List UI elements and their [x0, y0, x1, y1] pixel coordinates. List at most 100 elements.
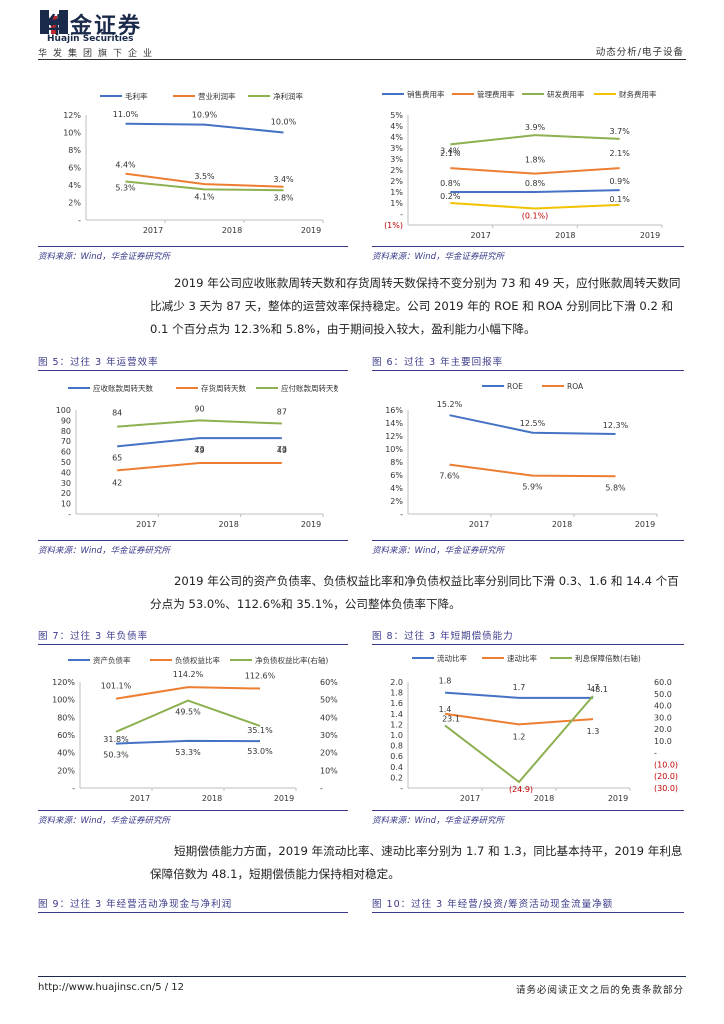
x-tick-label: 2019: [608, 794, 628, 803]
data-label: 0.9%: [610, 177, 631, 186]
data-label: 3.5%: [194, 172, 215, 181]
data-label: 48.1: [590, 685, 608, 694]
data-label: 73: [277, 445, 287, 454]
chart-roe-roa: 16% 14% 12% 10% 8% 6% 4% 2% - 2017 2018 2019 ROE ROA 1…: [372, 374, 682, 539]
y2-tick-label: -: [654, 749, 657, 758]
y2-tick-label: (30.0): [654, 784, 678, 793]
series-line-1: [125, 122, 284, 134]
source-note: 资料来源：Wind，华金证券研究所: [38, 546, 171, 556]
legend-label: 流动比率: [437, 653, 467, 663]
data-label: 1.4: [439, 705, 452, 714]
y-tick-label: (1%): [384, 221, 403, 230]
y-tick-label: 80%: [57, 713, 75, 722]
y-tick-label: 8%: [390, 458, 403, 467]
y-tick-label: 80: [61, 427, 71, 436]
data-label: 7.6%: [439, 472, 460, 481]
x-tick-label: 2017: [130, 794, 150, 803]
figure-title-9: 图 9：过往 3 年经营活动净现金与净利润: [38, 899, 233, 910]
legend-label: ROE: [507, 382, 523, 391]
y-tick-label: 5%: [390, 111, 403, 120]
x-tick-label: 2019: [640, 231, 660, 240]
data-label: 35.1%: [247, 726, 273, 735]
data-label: 3.7%: [610, 127, 631, 136]
x-tick-label: 2017: [470, 231, 490, 240]
y-tick-label: -: [400, 210, 403, 219]
y2-tick-label: (10.0): [654, 760, 678, 769]
data-label: 49.5%: [175, 708, 201, 717]
x-tick-label: 2018: [552, 520, 572, 529]
y2-tick-label: 40%: [320, 713, 338, 722]
series-line-2: [444, 712, 594, 726]
y-tick-label: 40: [61, 468, 71, 477]
source-note: 资料来源：Wind，华金证券研究所: [372, 816, 505, 826]
series-line-4: [450, 202, 620, 210]
figure-title-8: 图 8：过往 3 年短期偿债能力: [372, 631, 514, 642]
data-label: 49: [194, 446, 204, 455]
y-tick-label: -: [400, 510, 403, 519]
legend-label: 利息保障倍数(右轴): [575, 653, 641, 663]
legend-label: 净负债权益比率(右轴): [255, 655, 328, 665]
figure-rule: [372, 370, 684, 371]
y-tick-label: 4%: [390, 484, 403, 493]
data-label: 1.8: [439, 677, 452, 686]
x-tick-label: 2017: [469, 520, 489, 529]
series-line-2: [450, 167, 620, 175]
y2-tick-label: 20.0: [654, 725, 672, 734]
y-tick-label: 0.2: [390, 773, 403, 782]
y2-tick-label: 60%: [320, 678, 338, 687]
series-line-2: [125, 172, 284, 188]
y-tick-label: 2.0: [390, 678, 403, 687]
x-tick-label: 2019: [301, 520, 321, 529]
data-label: 10.9%: [192, 111, 218, 120]
y-tick-label: 70: [61, 437, 71, 446]
data-label: 5.8%: [605, 483, 626, 492]
y-tick-label: 20: [61, 489, 71, 498]
series-line-1: [450, 189, 620, 193]
footer-rule: [38, 976, 686, 977]
y-tick-label: 50: [61, 458, 71, 467]
data-label: 1.7: [587, 683, 600, 692]
y-tick-label: 2%: [390, 166, 403, 175]
series-line-2: [117, 462, 282, 472]
y-tick-label: 1.6: [390, 699, 403, 708]
data-label: 12.3%: [603, 421, 629, 430]
paragraph-efficiency: 2019 年公司应收账款周转天数和存货周转天数保持不变分别为 73 和 49 天…: [150, 276, 681, 336]
series-line-3: [450, 134, 620, 146]
y-tick-label: 1.2: [390, 720, 403, 729]
x-tick-label: 2019: [301, 226, 321, 235]
y-tick-label: 3%: [390, 155, 403, 164]
x-tick-label: 2018: [218, 520, 238, 529]
brand-logo: [38, 8, 198, 48]
legend-label: ROA: [567, 382, 584, 391]
figure-title-7: 图 7：过往 3 年负债率: [38, 631, 149, 642]
x-tick-label: 2017: [136, 520, 156, 529]
data-label: 53.3%: [175, 748, 201, 757]
y-tick-label: 6%: [68, 164, 81, 173]
figure-rule: [38, 912, 348, 913]
source-note: 资料来源：Wind，华金证券研究所: [38, 252, 171, 262]
data-label: 1.3: [587, 727, 600, 736]
x-tick-label: 2018: [222, 226, 242, 235]
chart-profit-margins: 12% 10% 8% 6% 4% 2% - 2017 2018 2019 毛利率 营业利润率 净利润率 1…: [38, 80, 338, 245]
data-label: 49: [277, 446, 287, 455]
legend-label: 净利润率: [273, 91, 303, 101]
y-tick-label: 1.4: [390, 710, 403, 719]
paragraph-leverage: 2019 年公司的资产负债率、负债权益比率和净负债权益比率分别同比下滑 0.3、…: [150, 574, 679, 611]
y-tick-label: -: [400, 784, 403, 793]
header-rule: [38, 59, 686, 60]
figure-rule: [38, 644, 348, 645]
legend-label: 研发费用率: [547, 89, 585, 99]
y2-tick-label: 30.0: [654, 713, 672, 722]
data-label: (0.1%): [522, 212, 549, 221]
chart-short-term-solvency: 2.0 1.8 1.6 1.4 1.2 1.0 0.8 0.6 0.4 0.2-60.0 50.0 4…: [372, 648, 684, 808]
paragraph-solvency: 短期偿债能力方面，2019 年流动比率、速动比率分别为 1.7 和 1.3，同比…: [150, 844, 683, 881]
source-rule: [372, 246, 684, 247]
legend-label: 财务费用率: [619, 89, 657, 99]
data-label: 84: [112, 409, 122, 418]
footer-url[interactable]: http://www.huajinsc.cn/5 / 12: [38, 982, 185, 993]
huajin-logo-icon: [40, 10, 68, 34]
legend-label: 管理费用率: [477, 89, 515, 99]
y-tick-label: 10: [61, 500, 71, 509]
legend-label: 销售费用率: [407, 89, 445, 99]
x-tick-label: 2017: [460, 794, 480, 803]
